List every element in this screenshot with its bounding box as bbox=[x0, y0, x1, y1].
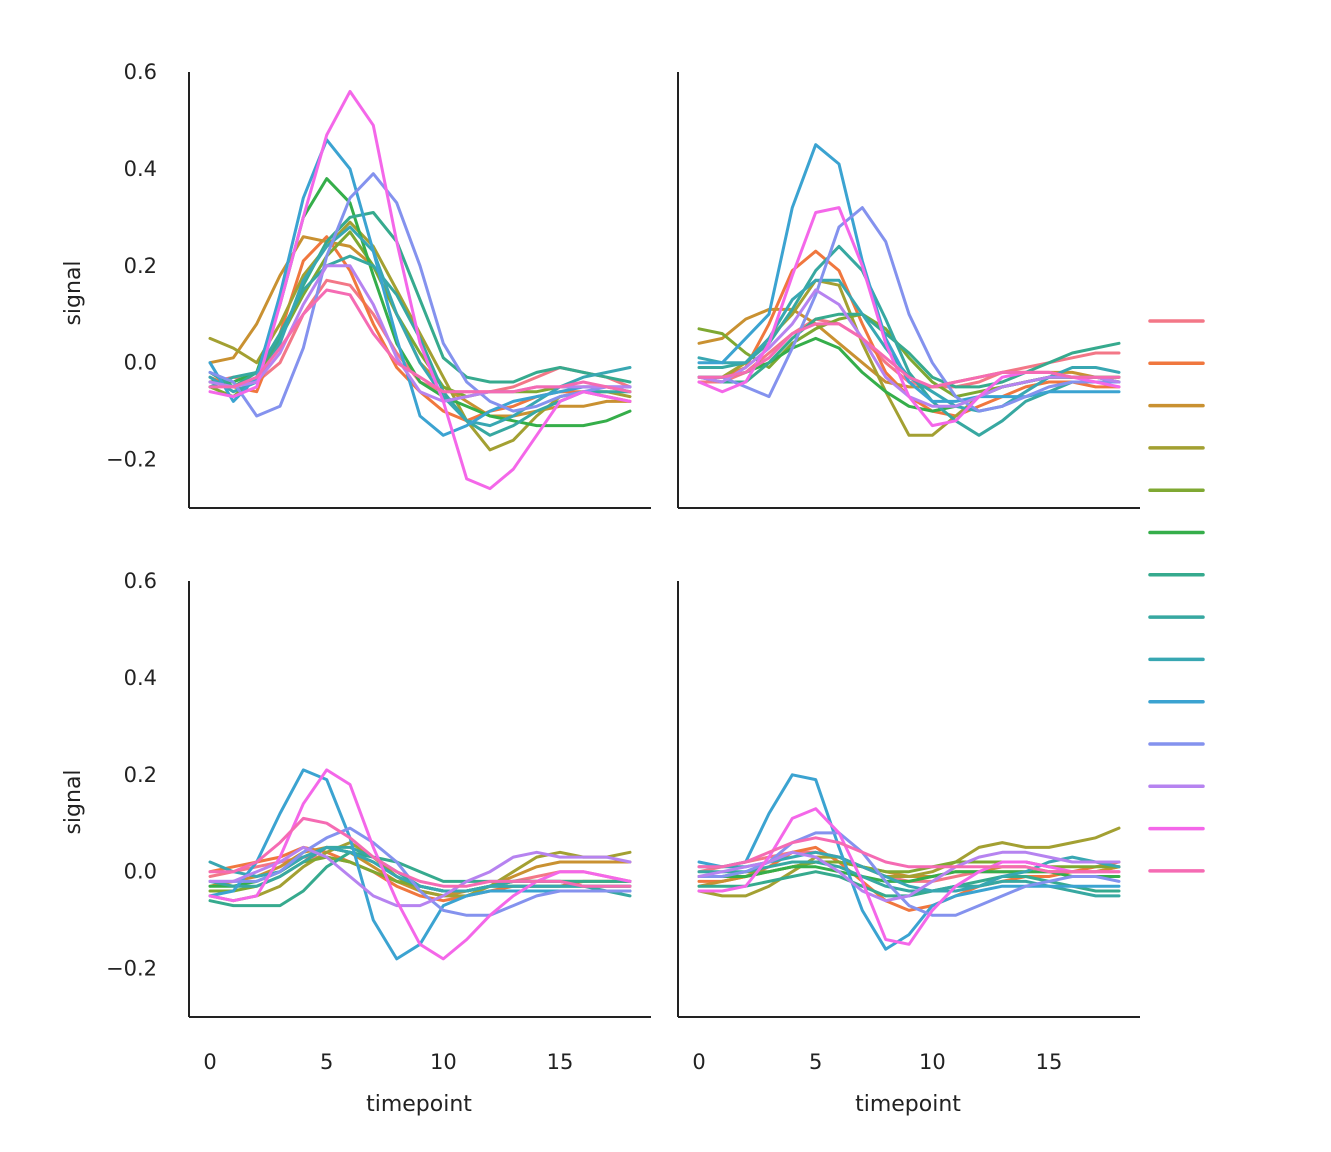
series-line-top-left-11 bbox=[208, 172, 632, 418]
series-line-top-right-10 bbox=[697, 143, 1121, 403]
panel-top-right bbox=[677, 72, 1140, 509]
y-tick-label: −0.2 bbox=[106, 448, 157, 472]
series-line-top-left-13 bbox=[208, 89, 632, 491]
series-line-top-left-10 bbox=[208, 138, 632, 437]
panel-bottom-left: −0.2 0.0 0.2 0.4 0.6 signal 0 5 10 15 timepoint bbox=[61, 569, 651, 1117]
y-tick-label: 0.4 bbox=[124, 157, 157, 181]
series-line-bottom-right-4 bbox=[697, 826, 1121, 898]
x-tick-label: 5 bbox=[320, 1050, 333, 1074]
x-tick-label: 0 bbox=[203, 1050, 216, 1074]
x-tick-label: 5 bbox=[809, 1050, 822, 1074]
y-tick-label: −0.2 bbox=[106, 957, 157, 981]
series-line-top-right-14 bbox=[697, 322, 1121, 389]
panel-top-left: −0.2 0.0 0.2 0.4 0.6 signal bbox=[61, 60, 651, 509]
panel-bottom-right: 0 5 10 15 timepoint bbox=[677, 581, 1140, 1117]
y-tick-label: 0.6 bbox=[124, 60, 157, 84]
y-tick-label: 0.0 bbox=[124, 351, 157, 375]
series-line-bottom-right-10 bbox=[697, 773, 1121, 951]
x-tick-label: 10 bbox=[430, 1050, 457, 1074]
series-line-bottom-left-14 bbox=[208, 816, 632, 888]
y-tick-label: 0.2 bbox=[124, 254, 157, 278]
x-tick-label: 15 bbox=[1036, 1050, 1063, 1074]
series-line-top-right-7 bbox=[697, 312, 1121, 389]
series-line-bottom-right-12 bbox=[697, 850, 1121, 903]
series-line-top-right-11 bbox=[697, 206, 1121, 413]
series-line-bottom-right-13 bbox=[697, 807, 1121, 946]
series-line-bottom-left-12 bbox=[208, 845, 632, 908]
x-axis-label: timepoint bbox=[855, 1092, 961, 1117]
series-line-top-left-14 bbox=[208, 288, 632, 394]
x-axis-label: timepoint bbox=[366, 1092, 472, 1117]
series-line-bottom-left-11 bbox=[208, 826, 632, 917]
legend bbox=[1148, 319, 1205, 873]
y-tick-label: 0.0 bbox=[124, 860, 157, 884]
x-tick-label: 0 bbox=[692, 1050, 705, 1074]
y-tick-label: 0.4 bbox=[124, 666, 157, 690]
y-axis-label: signal bbox=[61, 769, 86, 834]
series-line-top-left-7 bbox=[208, 211, 632, 389]
y-tick-label: 0.6 bbox=[124, 569, 157, 593]
y-tick-label: 0.2 bbox=[124, 763, 157, 787]
y-axis-label: signal bbox=[61, 260, 86, 325]
panels: −0.2 0.0 0.2 0.4 0.6 signal −0.2 0.0 0.2 0.4 0.6 si… bbox=[61, 60, 1140, 1117]
series-line-bottom-right-14 bbox=[697, 836, 1121, 874]
series-line-bottom-left-13 bbox=[208, 768, 632, 961]
x-tick-label: 10 bbox=[919, 1050, 946, 1074]
x-tick-label: 15 bbox=[547, 1050, 574, 1074]
